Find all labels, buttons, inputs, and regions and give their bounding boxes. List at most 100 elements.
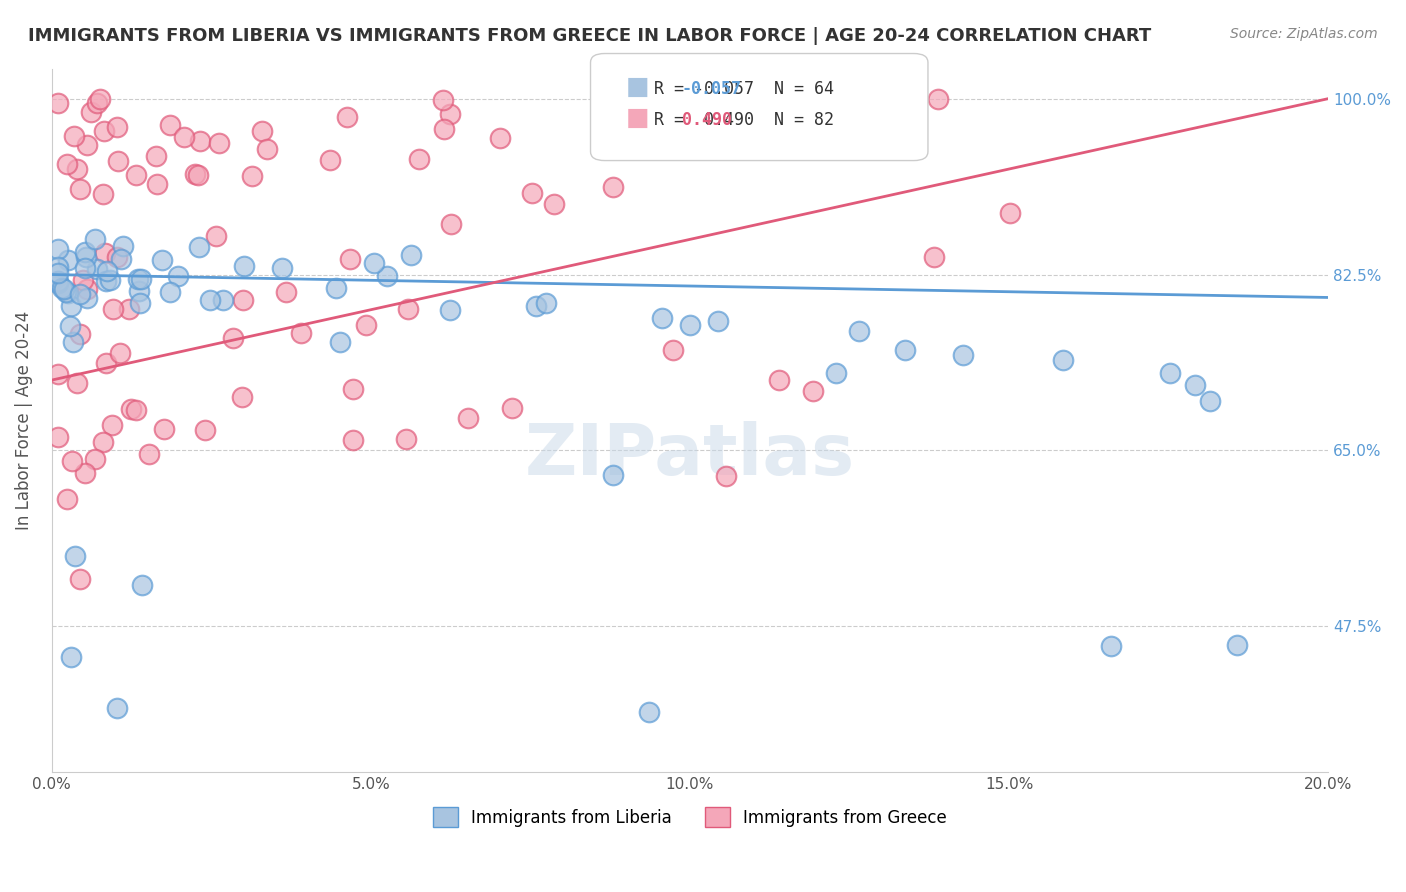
Point [166, 269, 188, 284]
Point [801, 384, 824, 399]
Point [375, 269, 398, 284]
Point [72, 273, 94, 287]
Point [46, 367, 69, 381]
Point [105, 701, 128, 715]
Point [222, 331, 245, 345]
Point [125, 168, 148, 182]
Point [105, 120, 128, 134]
Point [118, 301, 141, 316]
Point [53, 282, 76, 296]
Text: ZIPatlas: ZIPatlas [524, 421, 855, 490]
Point [96, 355, 118, 369]
Text: R =  0.490  N = 82: R = 0.490 N = 82 [654, 111, 834, 128]
Point [240, 169, 263, 183]
Point [120, 402, 142, 417]
Point [91, 434, 114, 449]
Point [105, 250, 128, 264]
Point [205, 229, 228, 244]
Point [336, 110, 359, 124]
Point [188, 134, 211, 148]
Point [927, 92, 949, 106]
Point [231, 390, 253, 404]
Point [432, 93, 454, 107]
Point [543, 196, 565, 211]
Point [396, 301, 419, 316]
Point [342, 382, 364, 396]
Point [768, 373, 790, 387]
Point [395, 432, 418, 446]
Point [439, 302, 461, 317]
Point [80, 105, 103, 120]
Point [233, 260, 256, 274]
Point [159, 285, 181, 299]
Point [56, 492, 79, 507]
Point [250, 124, 273, 138]
Point [730, 92, 752, 106]
Point [46, 266, 69, 280]
Point [69, 182, 91, 196]
Point [707, 313, 730, 327]
Point [111, 239, 134, 253]
Point [520, 186, 543, 200]
Point [51, 281, 73, 295]
Point [100, 417, 122, 432]
Point [66, 376, 89, 390]
Point [96, 263, 118, 277]
Point [69, 327, 91, 342]
Point [325, 281, 347, 295]
Point [342, 433, 364, 447]
Point [66, 162, 89, 177]
Point [86, 262, 108, 277]
Point [1199, 394, 1222, 409]
Point [159, 118, 181, 132]
Point [129, 272, 152, 286]
Point [55, 156, 77, 170]
Point [662, 343, 685, 357]
Point [363, 256, 385, 270]
Point [270, 261, 292, 276]
Point [1099, 639, 1122, 653]
Point [46, 274, 69, 288]
Point [188, 240, 211, 254]
Point [602, 180, 624, 194]
Point [76, 138, 98, 153]
Point [127, 272, 149, 286]
Text: R = -0.057  N = 64: R = -0.057 N = 64 [654, 80, 834, 98]
Point [457, 411, 479, 425]
Point [146, 177, 169, 191]
Point [354, 318, 377, 332]
Point [638, 705, 661, 719]
Text: IMMIGRANTS FROM LIBERIA VS IMMIGRANTS FROM GREECE IN LABOR FORCE | AGE 20-24 COR: IMMIGRANTS FROM LIBERIA VS IMMIGRANTS FR… [28, 27, 1152, 45]
Point [46, 430, 69, 444]
Text: Source: ZipAtlas.com: Source: ZipAtlas.com [1230, 27, 1378, 41]
Point [107, 154, 129, 169]
Point [150, 253, 173, 268]
Text: 0.490: 0.490 [682, 111, 733, 128]
Point [894, 343, 917, 358]
Point [256, 142, 278, 156]
Point [128, 284, 150, 298]
Point [186, 168, 208, 182]
Point [501, 401, 523, 415]
Point [110, 252, 132, 267]
Point [524, 299, 547, 313]
Point [824, 366, 846, 380]
Point [184, 167, 207, 181]
Point [194, 423, 217, 437]
Point [274, 285, 297, 300]
Point [76, 291, 98, 305]
Point [1000, 206, 1022, 220]
Point [290, 326, 312, 340]
Point [173, 130, 195, 145]
Point [319, 153, 342, 167]
Point [232, 293, 254, 307]
Point [128, 295, 150, 310]
Point [714, 469, 737, 483]
Point [46, 242, 69, 256]
Point [69, 287, 91, 301]
Point [59, 649, 82, 664]
Y-axis label: In Labor Force | Age 20-24: In Labor Force | Age 20-24 [15, 310, 32, 530]
Point [678, 318, 700, 333]
Point [60, 299, 83, 313]
Point [952, 347, 974, 361]
